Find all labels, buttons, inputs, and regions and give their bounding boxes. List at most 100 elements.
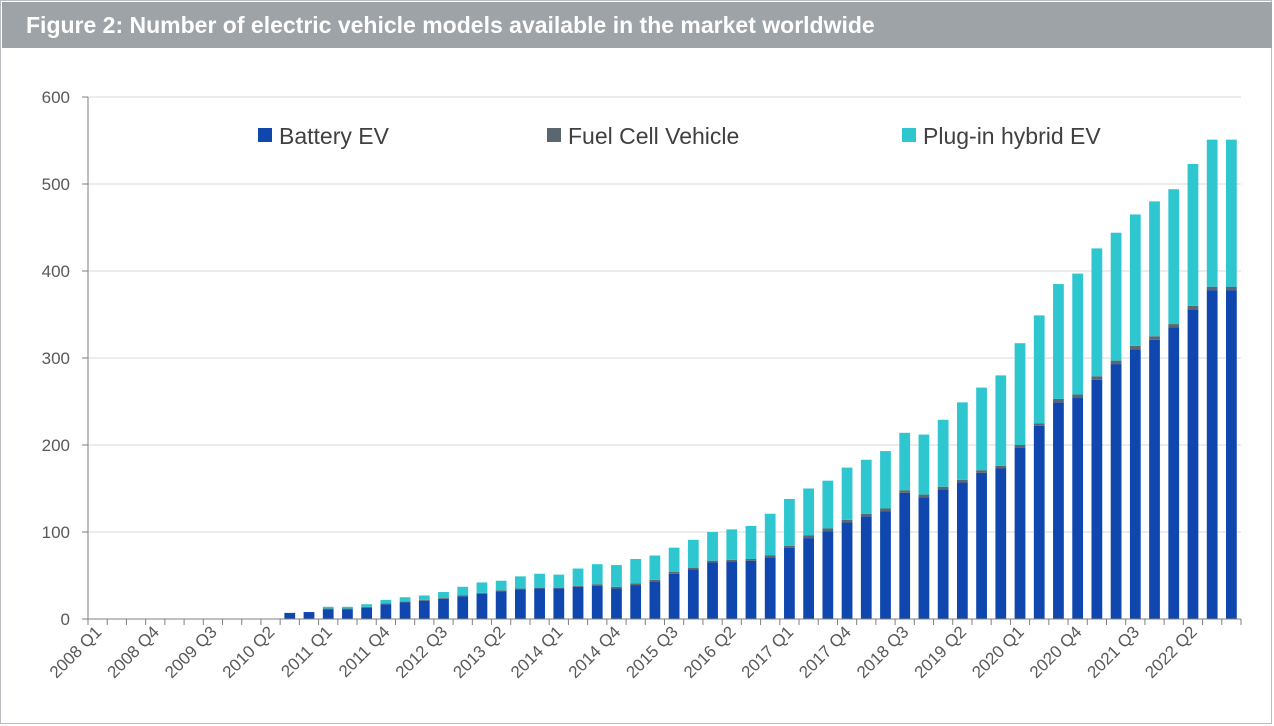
y-tick-label: 500: [42, 175, 70, 194]
bar-battery-ev: [918, 497, 930, 619]
bar-battery-ev: [303, 612, 315, 619]
bar-battery-ev: [1149, 339, 1160, 619]
bar-battery-ev: [514, 589, 526, 619]
legend-label: Battery EV: [279, 123, 390, 149]
bars: [284, 139, 1237, 619]
bar-battery-ev: [1072, 398, 1084, 619]
bar-battery-ev: [1014, 447, 1026, 619]
legend-label: Fuel Cell Vehicle: [568, 123, 739, 149]
bar-plug-in-hybrid-ev: [1110, 232, 1122, 361]
bar-fuel-cell-vehicle: [899, 490, 911, 493]
bar-fuel-cell-vehicle: [707, 560, 718, 563]
bar-plug-in-hybrid-ev: [880, 451, 891, 509]
bar-plug-in-hybrid-ev: [764, 513, 776, 556]
bar-plug-in-hybrid-ev: [918, 434, 930, 495]
bar-plug-in-hybrid-ev: [514, 576, 526, 589]
bar-battery-ev: [841, 522, 853, 619]
bar-battery-ev: [726, 561, 738, 619]
bar-fuel-cell-vehicle: [668, 572, 680, 574]
legend-swatch: [258, 128, 272, 142]
bar-battery-ev: [1129, 349, 1141, 619]
gridlines: [88, 96, 1241, 533]
bar-fuel-cell-vehicle: [1129, 345, 1141, 350]
bar-battery-ev: [322, 609, 334, 619]
bar-plug-in-hybrid-ev: [726, 529, 738, 560]
bar-battery-ev: [976, 472, 987, 619]
x-tick-label: 2017 Q4: [795, 622, 855, 682]
x-tick-label: 2016 Q2: [680, 622, 740, 682]
bar-battery-ev: [764, 557, 776, 619]
bar-plug-in-hybrid-ev: [956, 402, 968, 480]
bar-fuel-cell-vehicle: [822, 528, 834, 532]
x-tick-label: 2014 Q4: [565, 622, 625, 682]
bar-fuel-cell-vehicle: [726, 559, 738, 562]
bar-fuel-cell-vehicle: [1168, 324, 1180, 328]
x-tick-label: 2008 Q1: [46, 622, 106, 682]
bar-battery-ev: [361, 607, 373, 619]
bar-fuel-cell-vehicle: [572, 585, 584, 587]
bar-fuel-cell-vehicle: [457, 595, 469, 597]
bar-plug-in-hybrid-ev: [534, 573, 545, 588]
x-tick-label: 2021 Q3: [1084, 622, 1144, 682]
bar-battery-ev: [860, 516, 872, 619]
bar-plug-in-hybrid-ev: [591, 564, 603, 585]
bar-plug-in-hybrid-ev: [1206, 139, 1218, 287]
bar-battery-ev: [707, 562, 718, 619]
bar-plug-in-hybrid-ev: [380, 599, 392, 604]
legend: Battery EV Fuel Cell Vehicle Plug-in hybri…: [258, 123, 1101, 149]
x-tick-label: 2010 Q2: [219, 622, 279, 682]
bar-fuel-cell-vehicle: [764, 555, 776, 558]
bar-fuel-cell-vehicle: [611, 586, 622, 589]
bar-battery-ev: [495, 591, 507, 619]
bar-fuel-cell-vehicle: [438, 598, 449, 599]
bar-fuel-cell-vehicle: [784, 545, 795, 548]
x-tick-label: 2014 Q1: [507, 622, 567, 682]
bar-plug-in-hybrid-ev: [322, 606, 334, 609]
bar-fuel-cell-vehicle: [361, 606, 373, 608]
bar-plug-in-hybrid-ev: [860, 459, 872, 514]
bar-plug-in-hybrid-ev: [1187, 163, 1199, 306]
x-tick-label: 2011 Q1: [277, 622, 336, 681]
legend-label: Plug-in hybrid EV: [923, 123, 1101, 149]
bar-fuel-cell-vehicle: [649, 579, 661, 582]
bar-battery-ev: [534, 588, 545, 619]
bar-fuel-cell-vehicle: [976, 470, 987, 473]
bar-fuel-cell-vehicle: [553, 587, 565, 589]
bar-plug-in-hybrid-ev: [1033, 315, 1045, 424]
bar-plug-in-hybrid-ev: [707, 532, 718, 561]
y-tick-labels: 0 100 200 300 400 500 600: [42, 88, 70, 629]
bar-fuel-cell-vehicle: [1149, 336, 1160, 340]
bar-battery-ev: [572, 586, 584, 619]
bar-fuel-cell-vehicle: [1226, 286, 1237, 291]
y-tick-label: 400: [42, 262, 70, 281]
bar-fuel-cell-vehicle: [380, 603, 392, 605]
y-tick-label: 100: [42, 523, 70, 542]
bar-plug-in-hybrid-ev: [976, 387, 987, 471]
bar-fuel-cell-vehicle: [399, 601, 411, 603]
bar-fuel-cell-vehicle: [880, 508, 891, 512]
bar-battery-ev: [1187, 309, 1199, 619]
bar-fuel-cell-vehicle: [918, 494, 930, 498]
bar-plug-in-hybrid-ev: [438, 592, 449, 599]
bar-plug-in-hybrid-ev: [649, 555, 661, 580]
bar-fuel-cell-vehicle: [1072, 394, 1084, 399]
bar-plug-in-hybrid-ev: [342, 606, 353, 609]
bar-battery-ev: [784, 547, 795, 619]
bar-fuel-cell-vehicle: [630, 583, 642, 586]
bar-plug-in-hybrid-ev: [553, 574, 565, 588]
bar-battery-ev: [1168, 327, 1180, 619]
bar-plug-in-hybrid-ev: [1226, 139, 1237, 287]
bar-fuel-cell-vehicle: [956, 479, 968, 483]
bar-fuel-cell-vehicle: [534, 587, 545, 589]
bar-plug-in-hybrid-ev: [611, 565, 622, 587]
bar-plug-in-hybrid-ev: [784, 498, 795, 546]
bar-battery-ev: [553, 588, 565, 619]
bar-battery-ev: [611, 588, 622, 619]
bar-battery-ev: [937, 489, 949, 619]
bar-fuel-cell-vehicle: [342, 608, 353, 610]
y-tick-label: 0: [61, 610, 70, 629]
bar-fuel-cell-vehicle: [495, 590, 507, 592]
bar-battery-ev: [803, 538, 814, 619]
bar-battery-ev: [591, 585, 603, 619]
